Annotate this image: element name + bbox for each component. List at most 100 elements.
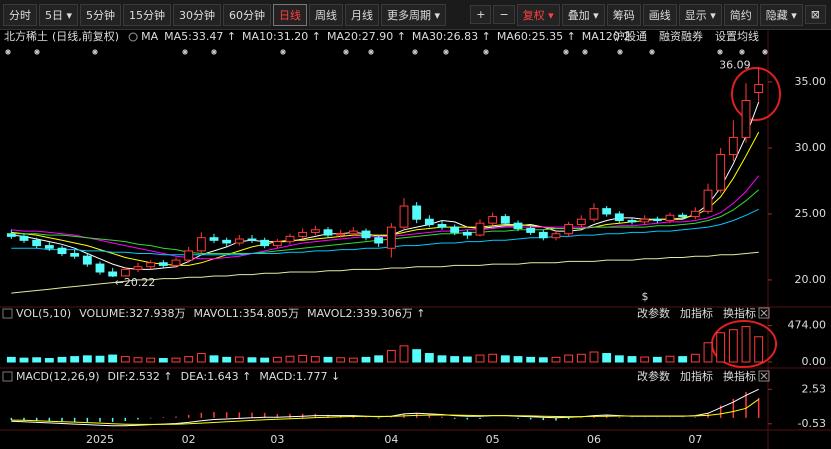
candle-body — [386, 226, 396, 249]
volume-bar — [222, 356, 232, 363]
y-tick-label: 30.00 — [795, 141, 827, 154]
candle-body — [412, 205, 422, 220]
candle-body — [652, 218, 662, 222]
candle-body — [500, 216, 510, 224]
volume-bar — [82, 355, 92, 363]
indicator-legend: DEA:1.643 ↑ — [181, 370, 252, 383]
indicator-legend: MAVOL1:354.805万 — [193, 307, 299, 320]
toolbar-button[interactable]: 显示 ▾ — [678, 3, 722, 26]
candle-body — [488, 216, 498, 224]
candle-body — [285, 235, 295, 243]
y-tick-label: 20.00 — [795, 273, 827, 286]
candle-body — [209, 237, 219, 241]
volume-bar — [209, 355, 219, 363]
candle-body — [526, 227, 536, 233]
candle-body — [361, 230, 371, 239]
toolbar-button[interactable]: + — [470, 5, 492, 24]
toolbar-button[interactable]: 分时 — [3, 3, 37, 26]
toolbar-button[interactable]: 5日 ▾ — [39, 3, 79, 26]
candle-body — [57, 247, 67, 255]
candle-body — [146, 262, 156, 268]
toolbar-button[interactable]: 日线 — [273, 3, 308, 26]
info-link[interactable]: 设置均线 — [715, 29, 759, 43]
candle-body — [82, 255, 92, 265]
candle-body — [475, 222, 485, 236]
indicator-button[interactable]: 加指标 — [680, 369, 713, 383]
ma-legend: MA30:26.83 ↑ — [412, 30, 491, 43]
toolbar-button[interactable]: 15分钟 — [123, 3, 172, 26]
toolbar-button[interactable]: ⊠ — [804, 5, 826, 24]
volume-bar — [196, 353, 206, 363]
toolbar-button[interactable]: 周线 — [309, 3, 344, 26]
volume-bar — [44, 358, 54, 363]
candle-body — [158, 262, 168, 266]
candle-body — [70, 253, 80, 257]
volume-bar — [716, 332, 726, 363]
info-link[interactable]: 沪股通 — [614, 29, 647, 43]
tool-buttons: + − 复权 ▾ 叠加 ▾ 筹码 画线 显示 ▾ 简约 隐藏 ▾ ⊠ — [470, 3, 828, 26]
pane-collapse — [2, 371, 13, 382]
volume-bar — [589, 351, 599, 363]
volume-bar — [298, 354, 308, 363]
candle-body — [640, 218, 650, 223]
candle-body — [19, 235, 29, 241]
candle-body — [323, 229, 333, 236]
close-button[interactable] — [758, 370, 770, 382]
candle-body — [260, 239, 270, 247]
toolbar-button[interactable]: 月线 — [345, 3, 380, 26]
toolbar-button[interactable]: 简约 — [723, 3, 758, 26]
toolbar: 分时 5日 ▾ 5分钟 15分钟 30分钟 60分钟 日线 周线 月线 更多周期 ▾ + − 复权 ▾… — [0, 0, 831, 30]
volume-bar — [728, 329, 738, 363]
close-icon — [760, 372, 768, 380]
volume-bar — [754, 336, 764, 363]
volume-bar — [412, 349, 422, 363]
toolbar-button[interactable]: 60分钟 — [223, 3, 272, 26]
candle-body — [741, 99, 751, 138]
candle-body — [678, 214, 688, 218]
volume-bar — [374, 355, 384, 363]
ma-legend: MA10:31.20 ↑ — [242, 30, 321, 43]
volume-bar — [247, 357, 257, 363]
candle-body — [108, 271, 118, 277]
y-tick-label: -0.53 — [798, 417, 826, 430]
x-tick-label: 05 — [486, 433, 500, 446]
volume-bar — [361, 356, 371, 363]
volume-bar — [260, 357, 270, 363]
toolbar-button[interactable]: − — [493, 5, 515, 24]
volume-bar — [32, 357, 42, 363]
volume-bar — [602, 353, 612, 363]
toolbar-button[interactable]: 复权 ▾ — [516, 3, 560, 26]
info-link[interactable]: 融资融券 — [659, 29, 703, 43]
volume-bar — [184, 356, 194, 363]
indicator-button[interactable]: 改参数 — [637, 369, 670, 383]
volume-bar — [640, 356, 650, 363]
toolbar-button[interactable]: 更多周期 ▾ — [381, 3, 447, 26]
toolbar-button[interactable]: 画线 — [642, 3, 677, 26]
volume-bar — [146, 357, 156, 363]
candle-body — [424, 218, 434, 225]
x-tick-label: 06 — [587, 433, 601, 446]
toolbar-button[interactable]: 30分钟 — [173, 3, 222, 26]
close-button[interactable] — [758, 307, 770, 319]
candle-body — [754, 84, 764, 94]
candle-body — [95, 263, 105, 273]
candle-body — [564, 223, 574, 235]
toolbar-button[interactable]: 5分钟 — [80, 3, 122, 26]
toolbar-button[interactable]: 叠加 ▾ — [561, 3, 605, 26]
indicator-button[interactable]: 加指标 — [680, 306, 713, 320]
indicator-button[interactable]: 换指标 — [723, 306, 756, 320]
indicator-legend: MACD:1.777 ↓ — [259, 370, 340, 383]
event-marker — [5, 49, 11, 55]
candle-body — [589, 208, 599, 220]
candle-body — [703, 189, 713, 212]
candle-body — [6, 233, 16, 237]
volume-bar — [108, 354, 118, 363]
toolbar-button[interactable]: 隐藏 ▾ — [759, 3, 803, 26]
toolbar-button[interactable]: 筹码 — [606, 3, 641, 26]
event-marker — [343, 49, 349, 55]
indicator-button[interactable]: 换指标 — [723, 369, 756, 383]
moving-average-line — [11, 251, 759, 294]
volume-bar — [576, 353, 586, 363]
indicator-button[interactable]: 改参数 — [637, 306, 670, 320]
